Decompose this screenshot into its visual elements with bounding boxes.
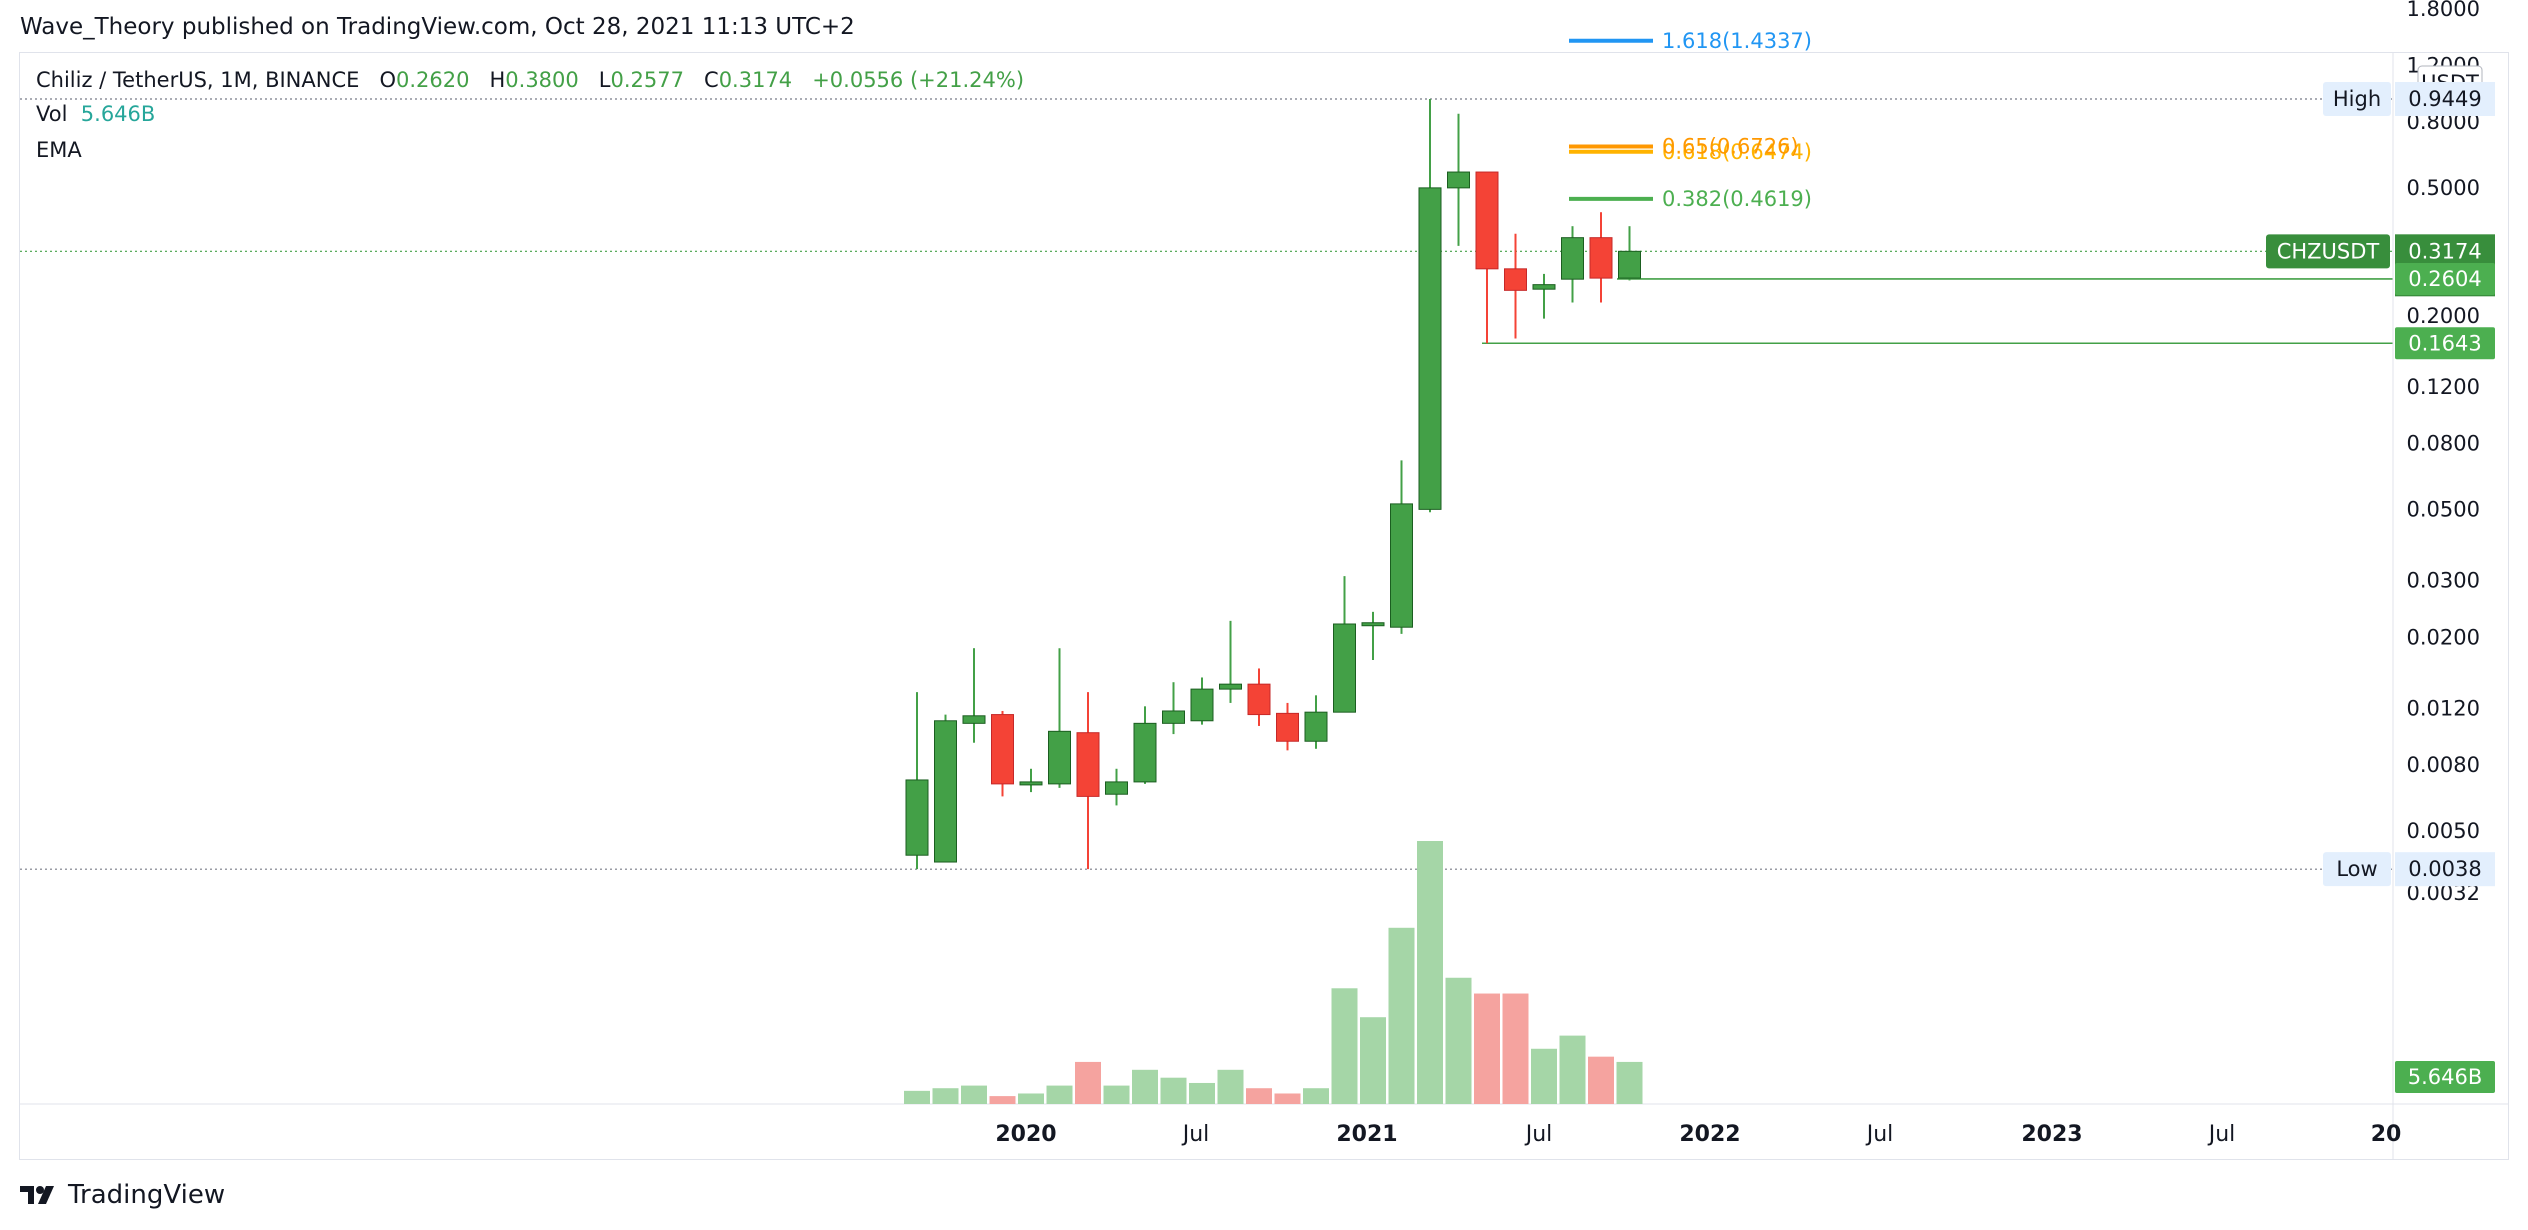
legend-l-label: L [598, 68, 611, 92]
tradingview-logo-icon [20, 1186, 54, 1204]
legend-volume[interactable]: Vol 5.646B [36, 102, 155, 126]
legend-close: 0.3174 [718, 68, 793, 92]
legend-change: +0.0556 (+21.24%) [812, 68, 1025, 92]
legend-high: 0.3800 [505, 68, 579, 92]
tradingview-footer[interactable]: TradingView [20, 1180, 225, 1210]
legend-c-label: C [704, 68, 719, 92]
legend-ema[interactable]: EMA [36, 138, 82, 162]
legend-low: 0.2577 [610, 68, 684, 92]
legend-open: 0.2620 [395, 68, 470, 92]
chart-frame [19, 52, 2509, 1160]
tradingview-brand: TradingView [68, 1180, 226, 1210]
legend-ohlc[interactable]: Chiliz / TetherUS, 1M, BINANCE O0.2620 H… [36, 68, 1024, 92]
legend-symbol[interactable]: Chiliz / TetherUS, 1M, BINANCE [36, 68, 360, 92]
legend-ema-label: EMA [36, 138, 82, 162]
publish-line: Wave_Theory published on TradingView.com… [20, 14, 855, 40]
price-tick-label: 1.8000 [2407, 0, 2480, 21]
legend-vol-value: 5.646B [80, 102, 156, 126]
legend-h-label: H [489, 68, 506, 92]
fib-level-label: 1.618(1.4337) [1662, 29, 1812, 53]
legend-vol-label: Vol [36, 102, 68, 126]
legend-o-label: O [379, 68, 396, 92]
